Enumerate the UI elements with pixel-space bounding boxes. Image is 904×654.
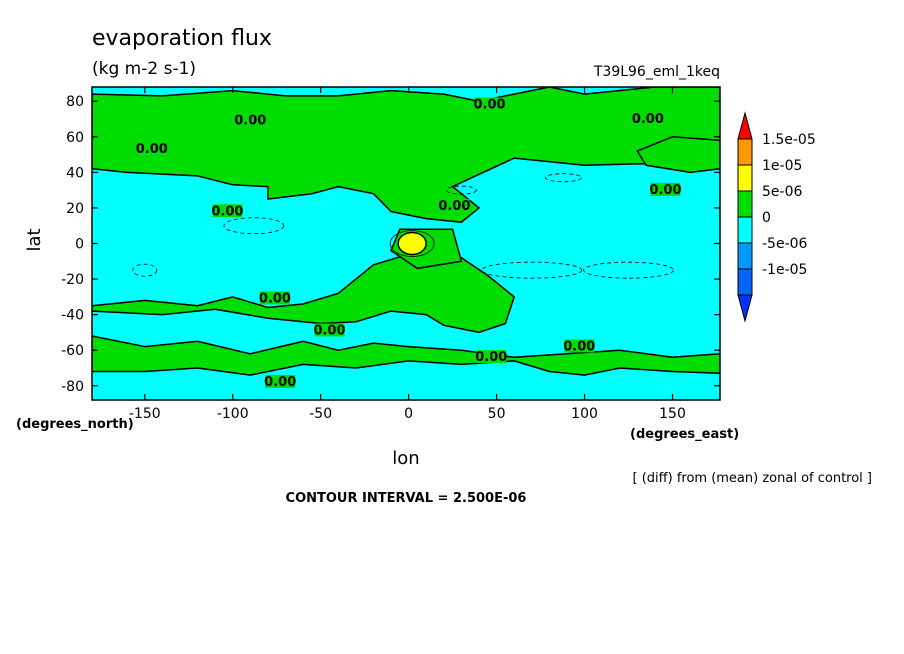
x-tick-label: -100: [217, 406, 249, 422]
y-tick-label: 80: [66, 94, 84, 110]
y-tick-label: -80: [61, 379, 84, 395]
colorbar-box: [737, 190, 753, 218]
colorbar-box: [737, 164, 753, 192]
negative-contour-3: [481, 261, 583, 279]
contour-label-bg-7: [439, 198, 470, 212]
y-tick-label: 40: [66, 165, 84, 181]
contour-label-9: 0.00: [313, 323, 345, 338]
colorbar-top-arrow: [737, 111, 753, 140]
contour-label-1: 0.00: [234, 114, 266, 129]
x-tick-label: 0: [404, 406, 413, 422]
contour-label-5: 0.00: [649, 183, 681, 198]
colorbar-label: 5e-06: [762, 184, 802, 200]
contour-label-11: 0.00: [264, 375, 296, 390]
contour-label-bg-11: [265, 374, 296, 388]
colorbar-label: -5e-06: [762, 236, 808, 252]
x-tick-label: -150: [129, 406, 161, 422]
contour-label-8: 0.00: [259, 291, 291, 306]
negative-contour-1: [223, 217, 285, 235]
colorbar-box: [737, 268, 753, 296]
positive-region-2: [92, 249, 516, 334]
contour-label-6: 0.00: [211, 204, 243, 219]
y-tick-label: -60: [61, 343, 84, 359]
colorbar-bottom-arrow: [737, 294, 753, 323]
x-axis-label: lon: [392, 448, 419, 469]
colorbar: 1.5e-05 1e-05 5e-06 0 -5e-06 -1e-05: [737, 111, 816, 323]
negative-contour-2: [132, 263, 158, 277]
y-unit-label: (degrees_north): [16, 417, 134, 432]
maximum-region: [397, 231, 427, 256]
chart-title: evaporation flux: [92, 26, 272, 51]
colorbar-label: 1.5e-05: [762, 132, 816, 148]
x-tick-label: 100: [571, 406, 598, 422]
contour-label-10: 0.00: [475, 350, 507, 365]
negative-contour-5: [545, 173, 582, 183]
contour-label-bg-12: [564, 339, 595, 353]
colorbar-label: -1e-05: [762, 262, 807, 278]
colorbar-box: [737, 216, 753, 244]
chart-units: (kg m-2 s-1): [92, 59, 196, 79]
contour-label-bg-1: [235, 113, 266, 127]
negative-contour-4: [583, 261, 674, 279]
contour-label-bg-2: [136, 142, 167, 156]
difference-note: [ (diff) from (mean) zonal of control ]: [633, 471, 872, 486]
positive-region-3: [92, 335, 720, 376]
contour-label-bg-9: [314, 323, 345, 337]
colorbar-label: 1e-05: [762, 158, 802, 174]
y-tick-label: 0: [75, 237, 84, 253]
contour-label-3: 0.00: [474, 98, 506, 113]
contour-interval: CONTOUR INTERVAL = 2.500E-06: [286, 491, 527, 506]
colorbar-label: 0: [762, 210, 771, 226]
y-tick-label: 20: [66, 201, 84, 217]
y-tick-label: -40: [61, 308, 84, 324]
contour-label-bg-5: [650, 182, 681, 196]
y-tick-label: -20: [61, 272, 84, 288]
contour-label-7: 0.00: [438, 199, 470, 214]
contour-label-12: 0.00: [563, 339, 595, 354]
colorbar-box: [737, 242, 753, 270]
x-tick-label: 150: [659, 406, 686, 422]
contour-label-bg-10: [476, 350, 507, 364]
contour-label-bg-3: [474, 97, 505, 111]
y-tick-label: 60: [66, 130, 84, 146]
x-tick-label: -50: [309, 406, 332, 422]
contour-label-4: 0.00: [632, 112, 664, 127]
run-label: T39L96_eml_1keq: [593, 64, 720, 80]
maximum-outer-contour: [389, 230, 435, 257]
positive-region-5: [636, 136, 720, 174]
y-axis-label: lat: [24, 228, 45, 251]
contour-label-bg-4: [632, 111, 663, 125]
x-unit-label: (degrees_east): [630, 427, 739, 442]
contour-label-bg-6: [212, 204, 243, 218]
contour-label-2: 0.00: [136, 142, 168, 157]
colorbar-box: [737, 138, 753, 166]
contour-label-bg-8: [259, 291, 290, 305]
negative-contour-6: [446, 185, 477, 195]
contour-field: [92, 87, 720, 400]
x-tick-label: 50: [488, 406, 506, 422]
